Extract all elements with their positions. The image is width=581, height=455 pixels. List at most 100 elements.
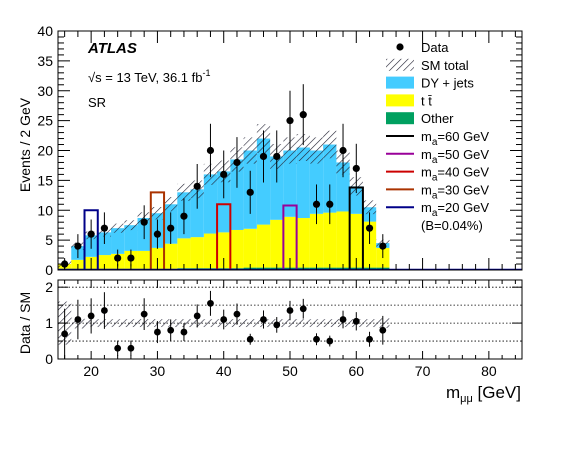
ratio-point bbox=[339, 316, 347, 323]
x-tick-label: 80 bbox=[481, 363, 497, 379]
stack-bar bbox=[124, 225, 138, 251]
signal-ma-40 bbox=[216, 203, 232, 270]
data-point bbox=[352, 164, 360, 173]
data-point bbox=[365, 224, 374, 232]
x-tick-label: 20 bbox=[83, 363, 99, 379]
x-axis-title: mμμ [GeV] bbox=[446, 383, 521, 405]
ratio-point bbox=[101, 307, 108, 314]
stack-bar bbox=[217, 171, 231, 233]
stack-bar bbox=[203, 233, 218, 269]
uncertainty-bin bbox=[111, 223, 125, 233]
ratio-point bbox=[233, 310, 241, 318]
stack-bar bbox=[256, 224, 271, 268]
ratio-point bbox=[379, 326, 387, 334]
ratio-point bbox=[140, 310, 148, 318]
legend-swatch bbox=[386, 76, 414, 89]
legend-swatch bbox=[386, 112, 414, 125]
ratio-uncertainty-bin bbox=[177, 319, 191, 328]
ratio-point bbox=[61, 330, 69, 338]
ratio-points bbox=[61, 290, 387, 359]
main-y-axis-title: Events / 2 GeV bbox=[17, 97, 33, 192]
ratio-point bbox=[74, 316, 82, 323]
stack-bar bbox=[283, 150, 297, 217]
signal-ma-20 bbox=[83, 209, 99, 270]
stack-bar bbox=[309, 150, 324, 214]
data-point bbox=[180, 212, 188, 220]
ratio-uncertainty-bin bbox=[124, 319, 138, 328]
y-tick-label: 20 bbox=[37, 143, 53, 159]
stack-bar bbox=[336, 162, 350, 212]
uncertainty-bin bbox=[296, 134, 310, 161]
stack-bar bbox=[177, 238, 191, 269]
legend-label: ma=60 GeV bbox=[421, 129, 489, 148]
ratio-uncertainty-bin bbox=[203, 319, 218, 328]
data-point bbox=[286, 117, 294, 125]
stack-bar bbox=[362, 221, 377, 268]
y-tick-label: 0 bbox=[45, 262, 53, 278]
ratio-point bbox=[180, 328, 188, 336]
data-points bbox=[61, 84, 387, 270]
stack-bar bbox=[309, 213, 324, 268]
x-tick-label: 30 bbox=[150, 363, 166, 379]
uncertainty-bin bbox=[243, 137, 257, 164]
stack-bar bbox=[336, 211, 350, 268]
stack-bar bbox=[349, 213, 363, 268]
legend-label: SM total bbox=[421, 58, 469, 73]
y-tick-label: 10 bbox=[37, 202, 53, 218]
stack-bar bbox=[296, 147, 310, 219]
stack-bar bbox=[270, 156, 284, 220]
ratio-point bbox=[207, 299, 214, 307]
ratio-point bbox=[154, 328, 161, 336]
main-panel: 0 5 10 15 20 25 30 35 40 bbox=[37, 23, 523, 278]
stack-bar bbox=[323, 212, 337, 268]
data-point bbox=[114, 254, 122, 262]
y-tick-label: 35 bbox=[37, 53, 53, 69]
uncertainty-bin bbox=[323, 130, 337, 159]
legend-label: ma=50 GeV bbox=[421, 147, 489, 166]
ratio-uncertainty-bin bbox=[243, 319, 257, 328]
data-point bbox=[100, 224, 108, 232]
ratio-point bbox=[313, 335, 320, 343]
uncertainty-bin bbox=[309, 137, 324, 164]
legend-label: ma=40 GeV bbox=[421, 165, 489, 184]
experiment-label: ATLAS bbox=[87, 40, 137, 57]
stack-bar bbox=[283, 216, 297, 268]
uncertainty-bin bbox=[362, 200, 377, 215]
data-point bbox=[233, 158, 241, 167]
ratio-point bbox=[127, 344, 135, 352]
data-point bbox=[140, 218, 148, 226]
data-point bbox=[87, 230, 95, 238]
data-point bbox=[193, 182, 201, 190]
uncertainty-bin bbox=[164, 197, 178, 212]
ratio-point bbox=[246, 335, 254, 343]
stack-bar bbox=[243, 228, 257, 268]
stack-bar bbox=[137, 250, 151, 269]
ratio-panel: 20 30 40 50 60 70 80 0 1 2 bbox=[45, 279, 523, 379]
ratio-point bbox=[87, 312, 95, 320]
uncertainty-bin bbox=[177, 183, 191, 201]
ratio-point bbox=[299, 305, 307, 313]
stack-bar bbox=[270, 219, 284, 268]
ratio-y-tick-label: 1 bbox=[45, 315, 53, 331]
ratio-y-tick-label: 2 bbox=[45, 279, 53, 295]
ratio-point bbox=[352, 317, 360, 325]
stack-bar bbox=[97, 255, 112, 269]
stack-bar bbox=[230, 159, 244, 230]
x-tick-label: 40 bbox=[216, 363, 232, 379]
ratio-point bbox=[220, 316, 228, 323]
legend-label: t t̄ bbox=[421, 93, 432, 108]
ratio-point bbox=[273, 321, 281, 329]
data-point bbox=[312, 200, 321, 208]
stack-bar bbox=[164, 243, 178, 269]
data-point bbox=[299, 111, 307, 119]
stack-bar bbox=[323, 144, 337, 213]
stack-bar bbox=[190, 237, 204, 269]
stack-bar bbox=[111, 228, 125, 254]
ratio-point bbox=[326, 337, 334, 345]
legend-label: DY + jets bbox=[421, 76, 474, 91]
signal-ma-50 bbox=[282, 204, 298, 270]
ratio-point bbox=[114, 344, 122, 352]
legend-label: Other bbox=[421, 111, 454, 126]
